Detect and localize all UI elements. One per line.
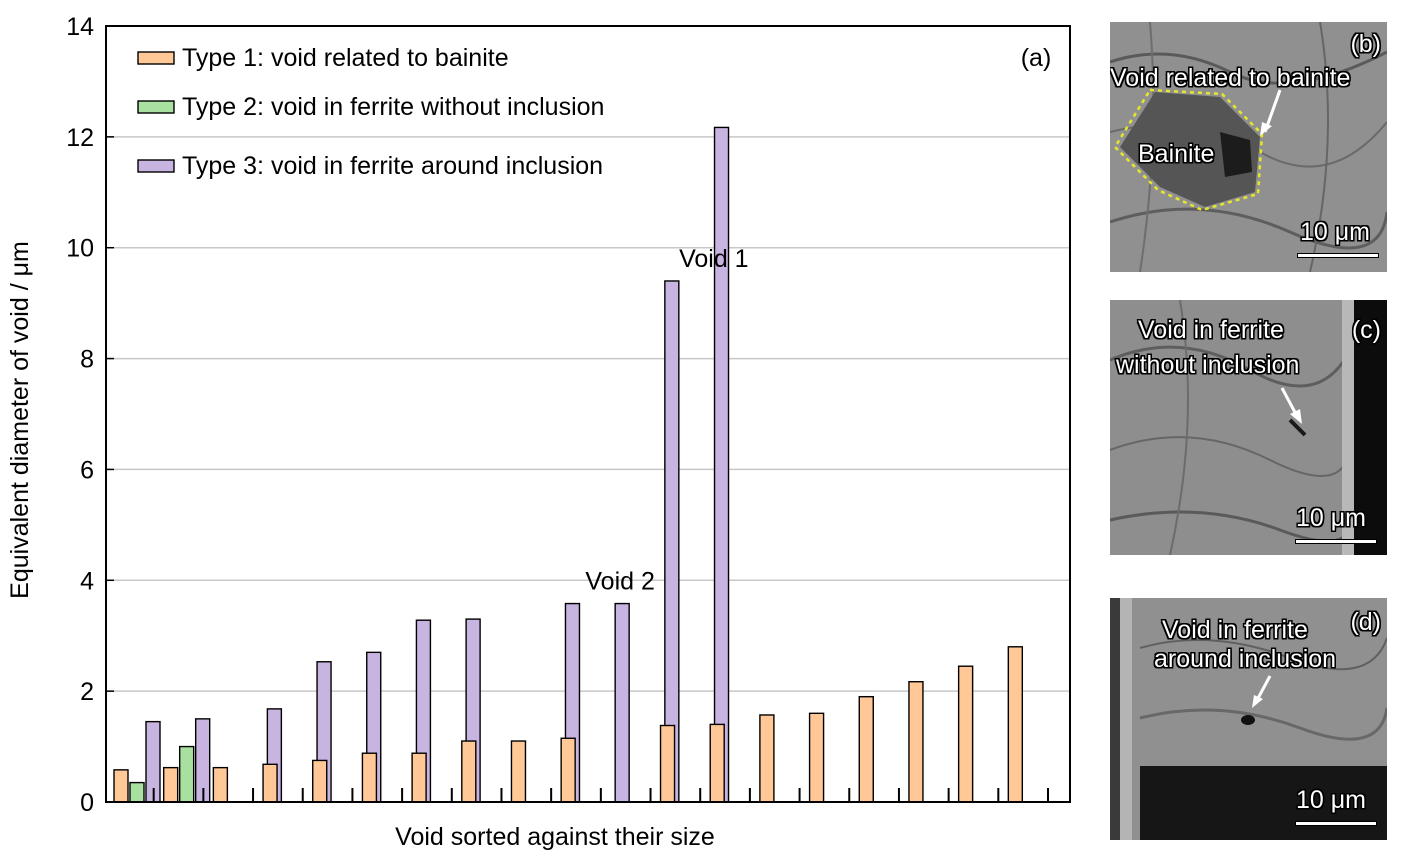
y-tick-label: 0 xyxy=(80,789,94,817)
y-tick-label: 14 xyxy=(66,13,94,41)
bar-type1 xyxy=(858,695,874,803)
y-tick-label: 4 xyxy=(80,567,94,595)
panel-c-label: (c) xyxy=(1351,316,1381,344)
bar-type1 xyxy=(510,740,527,803)
bar-type1 xyxy=(759,714,775,803)
y-tick-label: 12 xyxy=(66,124,94,152)
y-tick-label: 6 xyxy=(80,456,94,484)
bar-type1 xyxy=(162,766,179,803)
legend-swatch xyxy=(137,100,175,114)
legend-label: Type 2: void in ferrite without inclusio… xyxy=(182,93,604,121)
bar-type3 xyxy=(614,602,630,803)
x-axis-label: Void sorted against their size xyxy=(395,823,715,851)
panel-d-caption-line-1: Void in ferrite xyxy=(1162,616,1308,644)
bar-type1 xyxy=(709,723,725,803)
bar-type1 xyxy=(113,769,129,803)
micrograph-b-texture xyxy=(1110,22,1387,272)
legend: Type 1: void related to bainite Type 2: v… xyxy=(137,44,604,180)
y-tick-label: 8 xyxy=(80,346,94,374)
panel-d-label: (d) xyxy=(1350,608,1381,636)
bar-type1 xyxy=(411,752,427,803)
bar-type1 xyxy=(262,763,278,803)
panel-b-caption: Void related to bainite xyxy=(1110,64,1351,92)
legend-swatch xyxy=(137,159,175,173)
panel-a-label: (a) xyxy=(1021,44,1052,72)
bar-type2 xyxy=(178,745,195,803)
panel-c-caption-line-1: Void in ferrite xyxy=(1138,316,1284,344)
panel-b-scale-bar xyxy=(1298,254,1378,257)
annotations: Void 2 Void 1 xyxy=(585,245,748,596)
panel-b-label: (b) xyxy=(1350,30,1381,58)
legend-label: Type 1: void related to bainite xyxy=(182,44,509,72)
panel-d-caption-line-2: around inclusion xyxy=(1154,645,1337,673)
annotation-label: Void 2 xyxy=(585,568,655,596)
gridlines xyxy=(106,136,1070,692)
bar-type1 xyxy=(908,681,924,803)
micrograph-b: (b) Void related to bainite Bainite 10 μ… xyxy=(1110,22,1387,272)
panel-d-scale-bar xyxy=(1296,822,1376,825)
bar-type3 xyxy=(664,280,680,803)
bars xyxy=(113,126,1024,803)
annotation-label: Void 1 xyxy=(679,245,749,273)
panel-b-region-label: Bainite xyxy=(1138,140,1215,168)
panel-d-scale-label: 10 μm xyxy=(1296,786,1366,814)
y-tick-label: 2 xyxy=(80,678,94,706)
micrograph-d-texture xyxy=(1110,598,1387,840)
y-tick-label: 10 xyxy=(66,235,94,263)
bar-type1 xyxy=(957,665,974,803)
y-axis-label: Equivalent diameter of void / μm xyxy=(6,241,34,599)
bar-type1 xyxy=(1007,646,1024,803)
bar-type1 xyxy=(361,752,378,803)
panel-c-caption-line-2: without inclusion xyxy=(1116,351,1300,379)
micrograph-c: (c) Void in ferrite without inclusion 10… xyxy=(1110,300,1387,555)
bar-type3 xyxy=(713,126,730,803)
panel-b-scale-label: 10 μm xyxy=(1300,218,1370,246)
bar-type1 xyxy=(659,724,676,803)
bar-type2 xyxy=(129,781,145,803)
bar-type1 xyxy=(212,766,229,803)
bainite-outline xyxy=(1113,88,1264,212)
panel-c-scale-bar xyxy=(1296,540,1376,543)
micrograph-c-texture xyxy=(1110,300,1387,555)
legend-label: Type 3: void in ferrite around inclusion xyxy=(182,152,603,180)
micrograph-d: (d) Void in ferrite around inclusion 10 … xyxy=(1110,598,1387,840)
y-ticks: 0 2 4 6 8 10 12 14 xyxy=(66,13,114,817)
plot-frame xyxy=(105,25,1071,803)
legend-swatch xyxy=(137,51,175,65)
bar-type1 xyxy=(312,759,328,803)
bar-type1 xyxy=(461,740,477,803)
bar-chart: 0 2 4 6 8 10 12 14 Void 2 Void 1 Type 1: void re… xyxy=(6,13,1071,851)
panel-c-scale-label: 10 μm xyxy=(1296,504,1366,532)
bar-type1 xyxy=(560,737,576,803)
x-ticks xyxy=(152,788,1049,802)
bar-type1 xyxy=(808,712,825,803)
